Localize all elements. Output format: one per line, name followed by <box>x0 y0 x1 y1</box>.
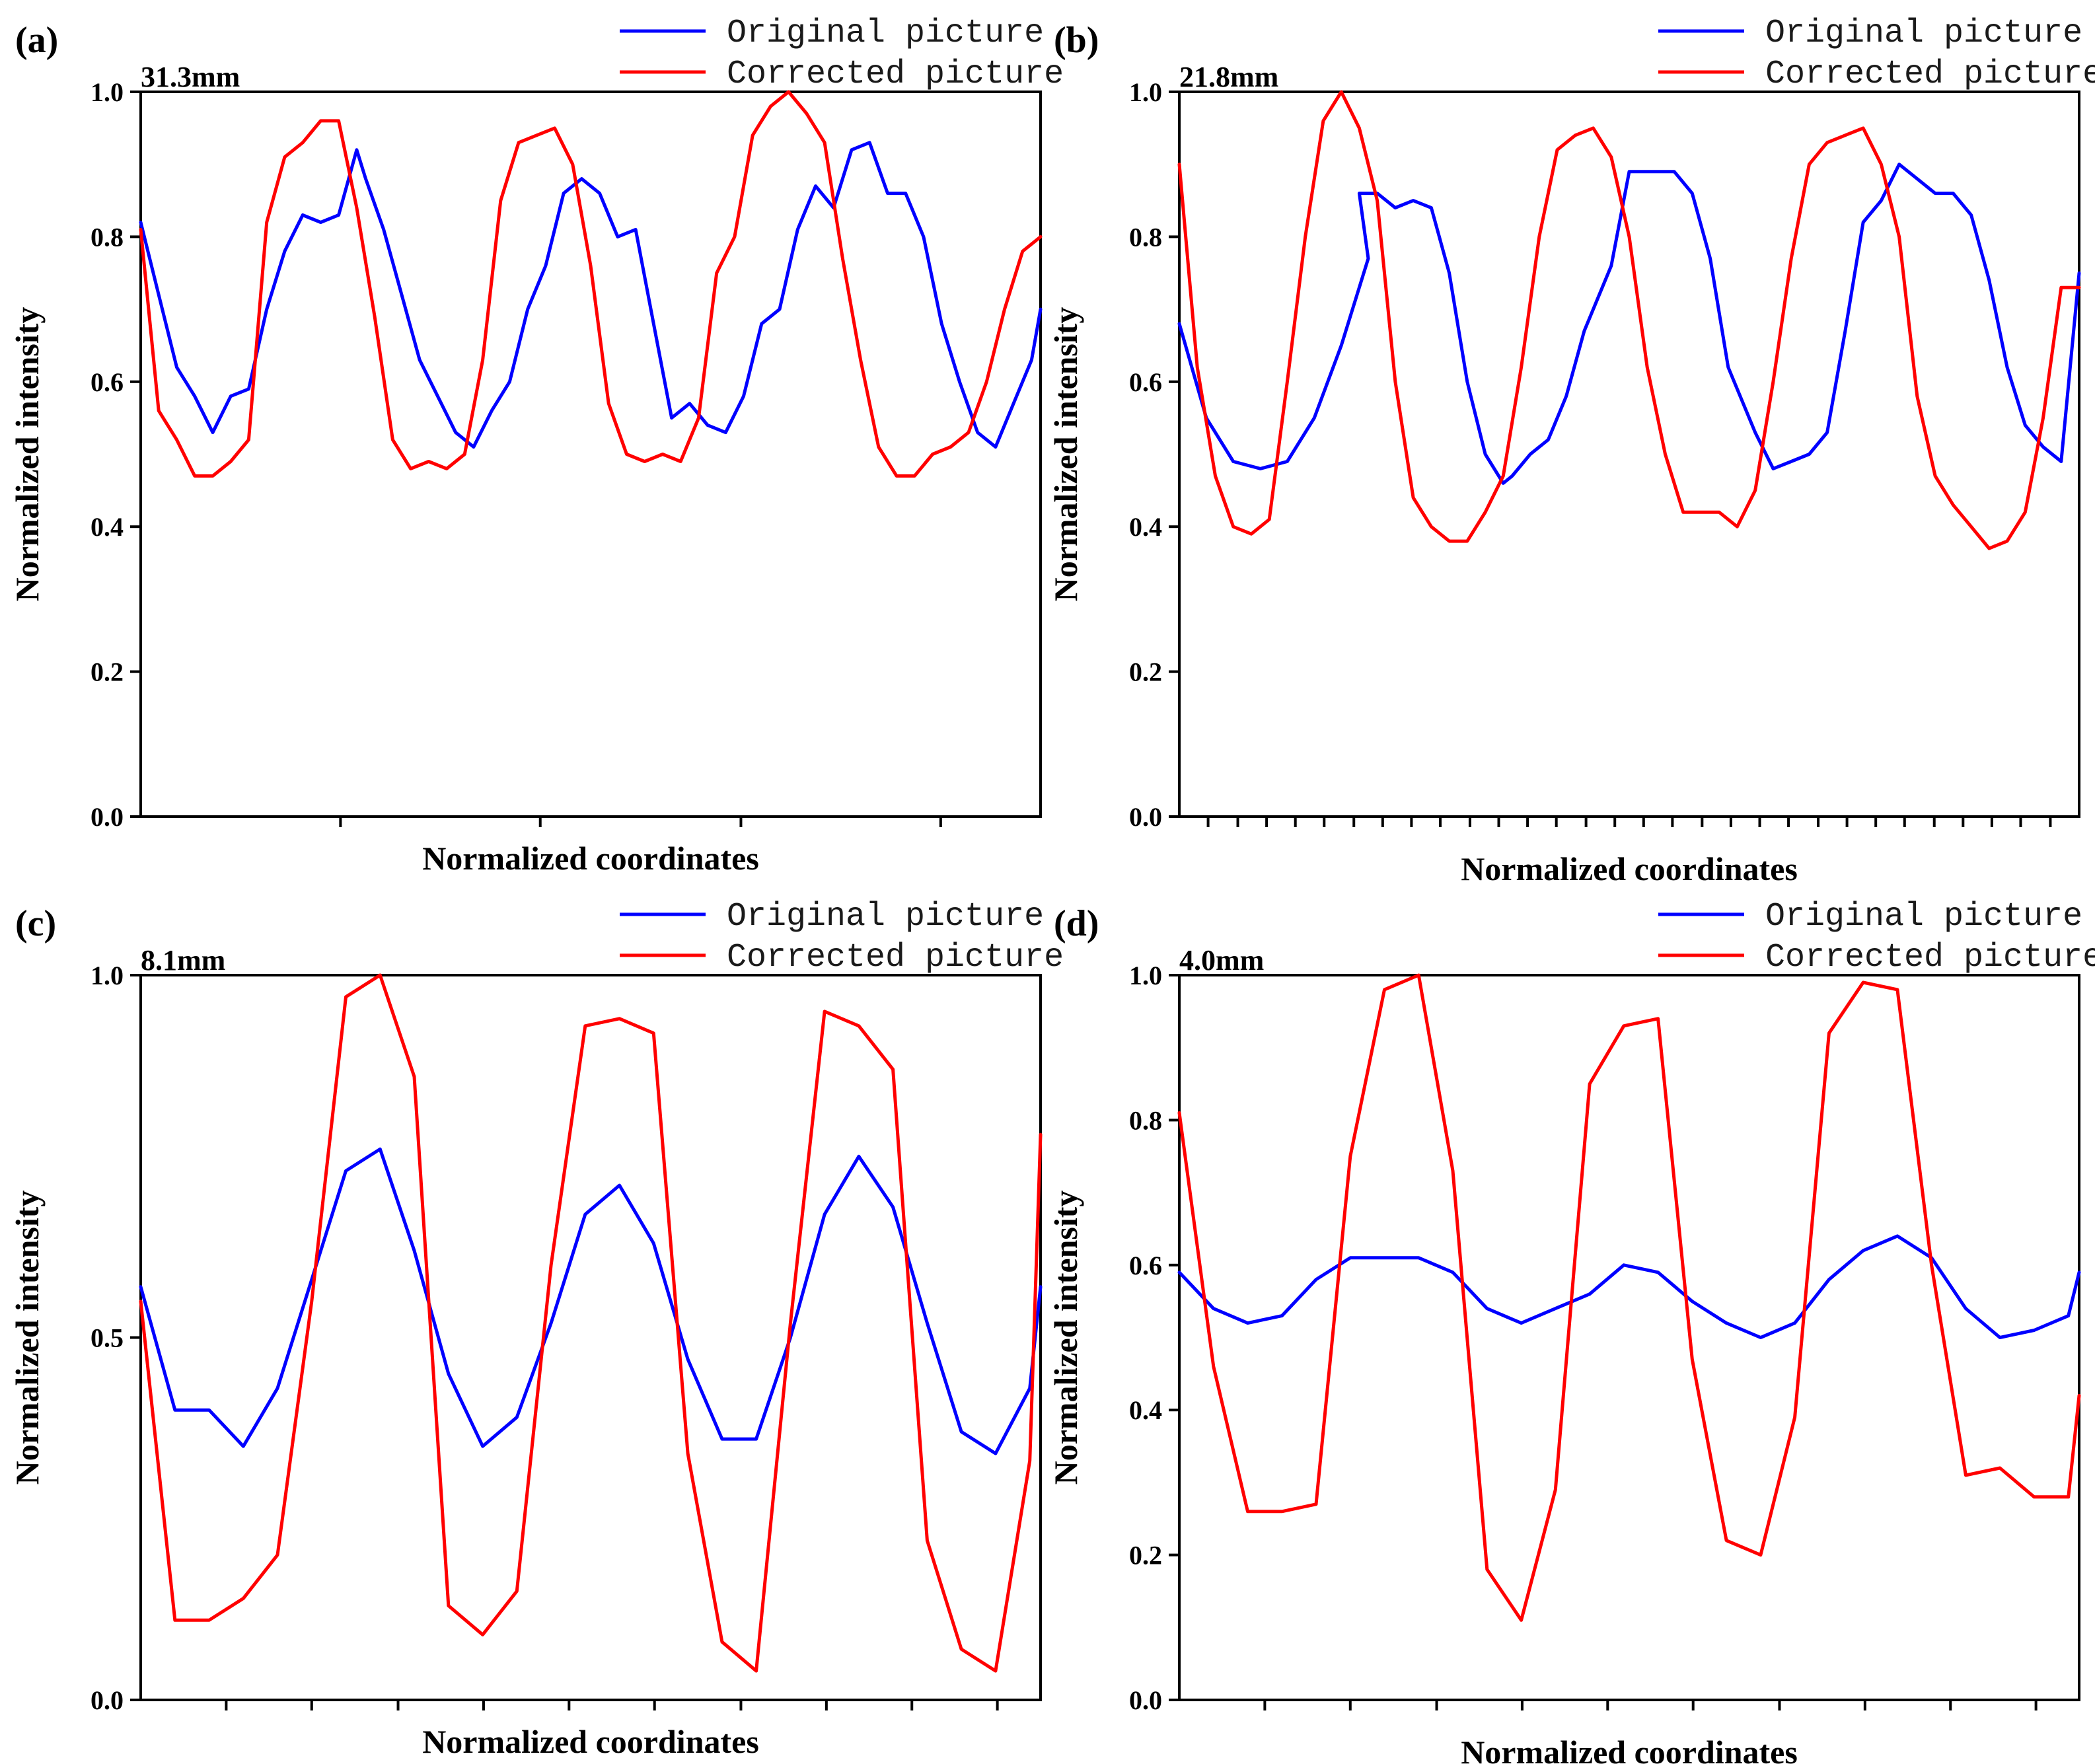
series-line-corrected-picture <box>1177 90 2081 550</box>
y-axis-title: Normalized intensity <box>1047 307 1084 602</box>
y-tick-label: 0.0 <box>1129 802 1162 832</box>
y-tick-label: 1.0 <box>1129 77 1162 107</box>
x-axis-title: Normalized coordinates <box>1461 850 1798 887</box>
series-line-original-picture <box>139 1147 1043 1455</box>
chart-panel-a: (a) 31.3mm 0.0 0.2 0.4 0.6 0.8 1.0 Normalized co… <box>9 15 1064 877</box>
legend-label: Corrected picture <box>1765 55 2095 93</box>
series-line-corrected-picture <box>139 90 1043 478</box>
series-line-original-picture <box>1177 163 2081 485</box>
chart-panel-c: (c) 8.1mm 0.0 0.5 1.0 Normalized coordinates N… <box>9 898 1064 1760</box>
y-tick-label: 0.6 <box>1129 1251 1162 1280</box>
plot-frame <box>139 974 1042 1701</box>
y-axis-title: Normalized intensity <box>1047 1191 1084 1485</box>
series-line-original-picture <box>1177 1234 2081 1339</box>
y-axis-title: Normalized intensity <box>9 307 46 602</box>
y-tick-label: 1.0 <box>91 961 124 990</box>
series-line-corrected-picture <box>1177 973 2081 1622</box>
y-tick-label: 0.5 <box>91 1323 124 1353</box>
y-tick-label: 0.6 <box>91 367 124 397</box>
legend-label: Original picture <box>1765 898 2082 936</box>
legend-label: Original picture <box>1765 15 2082 52</box>
y-axis-title: Normalized intensity <box>9 1191 46 1485</box>
plot-frame <box>1178 91 2080 818</box>
legend-label: Original picture <box>727 898 1044 936</box>
y-tick-label: 1.0 <box>91 77 124 107</box>
legend-label: Corrected picture <box>727 939 1064 976</box>
y-tick-label: 0.0 <box>91 1685 124 1715</box>
x-axis-title: Normalized coordinates <box>1461 1734 1798 1764</box>
y-tick-label: 0.2 <box>1129 1541 1162 1570</box>
distance-label: 31.3mm <box>141 61 240 93</box>
distance-label: 4.0mm <box>1179 944 1264 976</box>
legend-label: Original picture <box>727 15 1044 52</box>
legend-label: Corrected picture <box>1765 939 2095 976</box>
y-tick-label: 0.0 <box>1129 1685 1162 1715</box>
y-tick-label: 0.4 <box>1129 512 1162 542</box>
panel-label: (a) <box>15 20 58 61</box>
y-tick-label: 0.4 <box>1129 1395 1162 1425</box>
y-tick-label: 0.8 <box>91 222 124 252</box>
y-tick-label: 1.0 <box>1129 961 1162 990</box>
plot-frame <box>1178 974 2080 1701</box>
y-tick-label: 0.4 <box>91 512 124 542</box>
chart-panel-b: (b) 21.8mm 0.0 0.2 0.4 0.6 0.8 1.0 Normalized co… <box>1047 15 2095 887</box>
panel-label: (d) <box>1054 903 1099 944</box>
x-axis-title: Normalized coordinates <box>422 840 759 877</box>
y-tick-label: 0.8 <box>1129 1105 1162 1135</box>
panel-label: (b) <box>1054 20 1099 61</box>
y-tick-label: 0.6 <box>1129 367 1162 397</box>
series-line-corrected-picture <box>139 973 1043 1673</box>
panel-label: (c) <box>15 903 56 944</box>
distance-label: 8.1mm <box>141 944 225 976</box>
y-tick-label: 0.2 <box>1129 657 1162 687</box>
distance-label: 21.8mm <box>1179 61 1278 93</box>
chart-panel-d: (d) 4.0mm 0.0 0.2 0.4 0.6 0.8 1.0 Normalized coo… <box>1047 898 2095 1764</box>
y-tick-label: 0.2 <box>91 657 124 687</box>
y-tick-label: 0.0 <box>91 802 124 832</box>
series-line-original-picture <box>139 141 1043 449</box>
legend-label: Corrected picture <box>727 55 1064 93</box>
plot-frame <box>139 91 1042 818</box>
x-axis-title: Normalized coordinates <box>422 1723 759 1760</box>
y-tick-label: 0.8 <box>1129 222 1162 252</box>
